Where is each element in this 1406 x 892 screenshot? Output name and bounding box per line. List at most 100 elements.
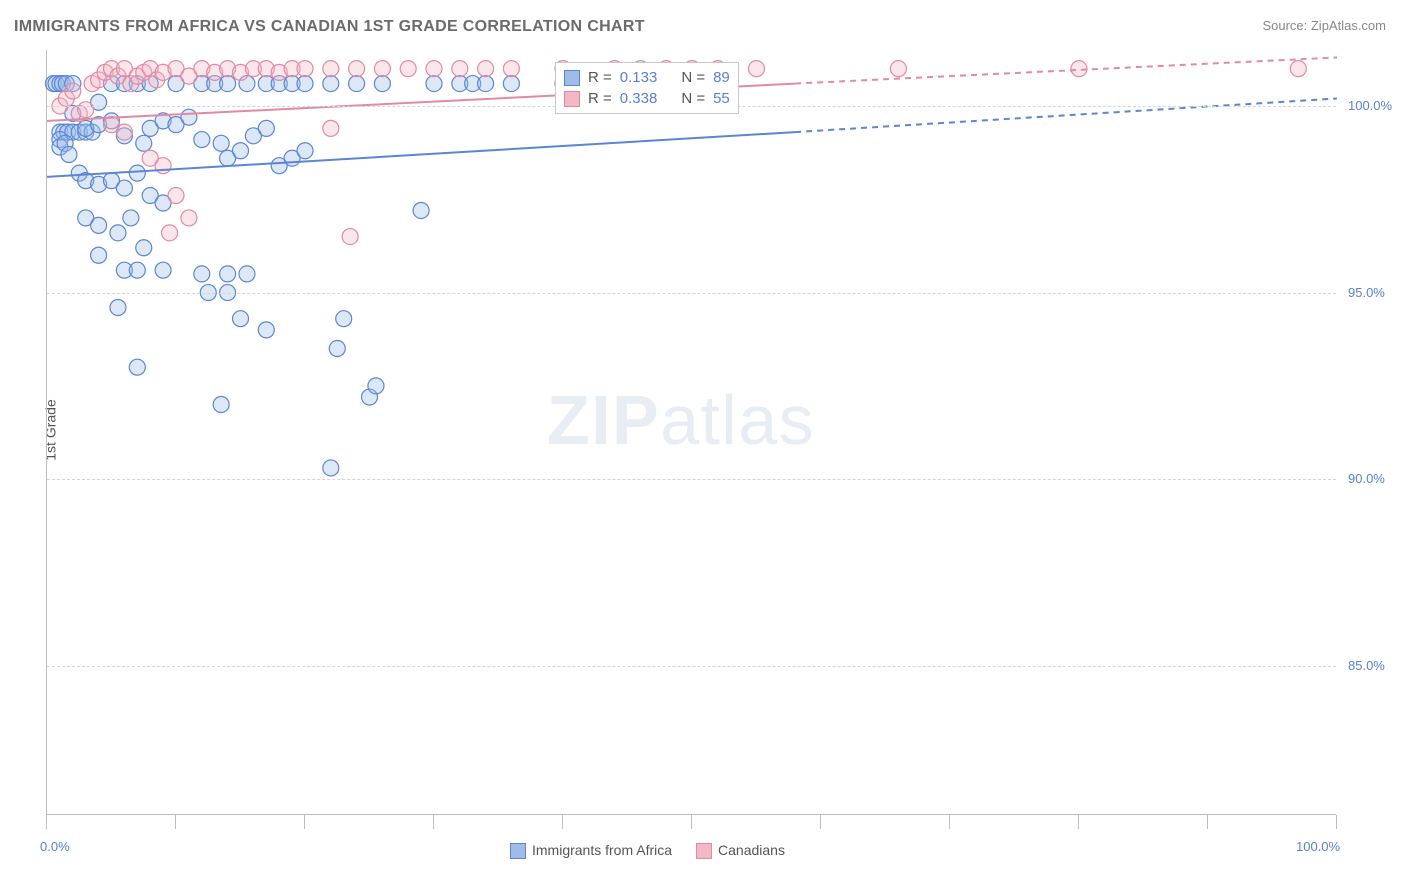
- scatter-point: [478, 61, 494, 77]
- chart-svg: [47, 50, 1336, 814]
- series-legend: Immigrants from Africa Canadians: [510, 842, 785, 859]
- scatter-point: [323, 120, 339, 136]
- scatter-point: [297, 143, 313, 159]
- x-tick-label: 0.0%: [40, 839, 70, 854]
- scatter-point: [91, 247, 107, 263]
- source-attribution: Source: ZipAtlas.com: [1262, 18, 1386, 33]
- y-tick-label: 85.0%: [1348, 658, 1385, 673]
- scatter-point: [220, 76, 236, 92]
- r-value: 0.133: [620, 69, 658, 86]
- scatter-point: [116, 180, 132, 196]
- x-tick-mark: [820, 815, 821, 829]
- x-tick-mark: [949, 815, 950, 829]
- scatter-point: [116, 124, 132, 140]
- scatter-point: [155, 158, 171, 174]
- scatter-point: [220, 266, 236, 282]
- x-tick-mark: [691, 815, 692, 829]
- scatter-point: [258, 322, 274, 338]
- scatter-point: [336, 311, 352, 327]
- legend-item: Canadians: [696, 842, 785, 859]
- scatter-point: [323, 76, 339, 92]
- scatter-point: [194, 266, 210, 282]
- scatter-point: [349, 61, 365, 77]
- scatter-point: [233, 143, 249, 159]
- scatter-point: [749, 61, 765, 77]
- scatter-point: [349, 76, 365, 92]
- trend-line-extension: [795, 99, 1337, 133]
- scatter-point: [181, 109, 197, 125]
- n-label: N =: [681, 69, 705, 86]
- r-label: R =: [588, 90, 612, 107]
- scatter-point: [110, 225, 126, 241]
- scatter-point: [297, 61, 313, 77]
- scatter-point: [400, 61, 416, 77]
- y-tick-label: 95.0%: [1348, 285, 1385, 300]
- scatter-point: [478, 76, 494, 92]
- scatter-point: [368, 378, 384, 394]
- scatter-point: [342, 229, 358, 245]
- scatter-point: [1290, 61, 1306, 77]
- scatter-point: [194, 132, 210, 148]
- scatter-point: [213, 397, 229, 413]
- y-gridline: [47, 479, 1336, 480]
- scatter-point: [65, 83, 81, 99]
- x-tick-mark: [433, 815, 434, 829]
- trend-line: [47, 132, 795, 177]
- correlation-stats-box: R =0.133N =89R =0.338N =55: [555, 62, 739, 114]
- scatter-point: [162, 225, 178, 241]
- legend-label: Immigrants from Africa: [532, 842, 672, 858]
- scatter-point: [503, 61, 519, 77]
- scatter-point: [426, 61, 442, 77]
- legend-item: Immigrants from Africa: [510, 842, 672, 859]
- source-prefix: Source:: [1262, 18, 1310, 33]
- scatter-point: [413, 202, 429, 218]
- series-swatch: [564, 70, 580, 86]
- x-tick-mark: [562, 815, 563, 829]
- scatter-point: [323, 61, 339, 77]
- scatter-point: [61, 146, 77, 162]
- scatter-point: [233, 311, 249, 327]
- source-name: ZipAtlas.com: [1311, 18, 1386, 33]
- trend-line-extension: [795, 57, 1337, 83]
- chart-title: IMMIGRANTS FROM AFRICA VS CANADIAN 1ST G…: [14, 18, 645, 36]
- x-tick-mark: [1207, 815, 1208, 829]
- scatter-point: [155, 262, 171, 278]
- scatter-point: [239, 266, 255, 282]
- scatter-point: [78, 102, 94, 118]
- n-value: 89: [713, 69, 730, 86]
- x-tick-label: 100.0%: [1296, 839, 1340, 854]
- y-tick-label: 100.0%: [1348, 98, 1392, 113]
- x-tick-mark: [175, 815, 176, 829]
- scatter-point: [297, 76, 313, 92]
- scatter-point: [181, 210, 197, 226]
- scatter-point: [426, 76, 442, 92]
- r-value: 0.338: [620, 90, 658, 107]
- scatter-point: [136, 240, 152, 256]
- legend-swatch: [510, 843, 526, 859]
- scatter-point: [323, 460, 339, 476]
- stats-row: R =0.133N =89: [564, 67, 730, 88]
- scatter-point: [452, 61, 468, 77]
- scatter-point: [91, 217, 107, 233]
- scatter-point: [129, 359, 145, 375]
- stats-row: R =0.338N =55: [564, 88, 730, 109]
- series-swatch: [564, 91, 580, 107]
- plot-area: ZIPatlas: [46, 50, 1336, 815]
- n-value: 55: [713, 90, 730, 107]
- scatter-point: [329, 341, 345, 357]
- y-gridline: [47, 293, 1336, 294]
- scatter-point: [136, 135, 152, 151]
- scatter-point: [168, 188, 184, 204]
- scatter-point: [123, 210, 139, 226]
- x-tick-mark: [304, 815, 305, 829]
- scatter-point: [503, 76, 519, 92]
- y-gridline: [47, 666, 1336, 667]
- scatter-point: [129, 165, 145, 181]
- scatter-point: [890, 61, 906, 77]
- y-tick-label: 90.0%: [1348, 471, 1385, 486]
- legend-swatch: [696, 843, 712, 859]
- legend-label: Canadians: [718, 842, 785, 858]
- x-tick-mark: [46, 815, 47, 829]
- scatter-point: [213, 135, 229, 151]
- scatter-point: [374, 61, 390, 77]
